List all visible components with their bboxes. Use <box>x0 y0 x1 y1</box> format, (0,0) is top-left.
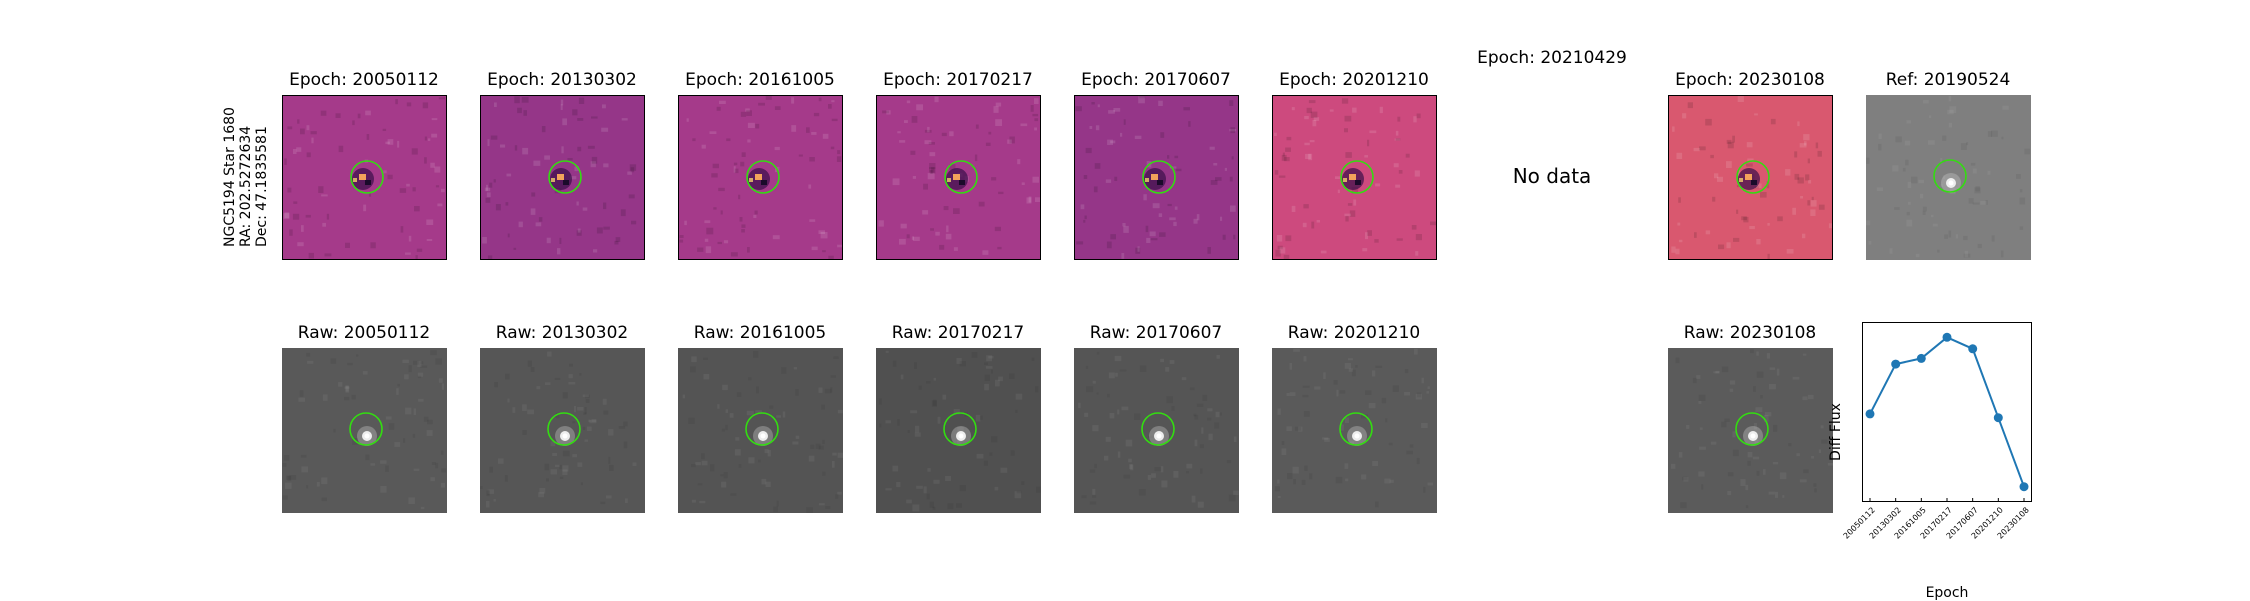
raw-title-5: Raw: 20201210 <box>1287 323 1421 343</box>
data-point <box>2019 482 2029 492</box>
raw-image-0 <box>282 348 447 513</box>
data-point <box>1891 359 1901 369</box>
diff-image-3 <box>876 95 1041 260</box>
diff-title-6: Epoch: 20210429 <box>1477 48 1627 68</box>
raw-title-0: Raw: 20050112 <box>297 323 431 343</box>
raw-image-6 <box>1668 348 1833 513</box>
diff-image-2 <box>678 95 843 260</box>
diff-image-5 <box>1272 95 1437 260</box>
raw-image-3 <box>876 348 1041 513</box>
raw-image-5 <box>1272 348 1437 513</box>
diff-image-0 <box>282 95 447 260</box>
ra-label: RA: 202.5272634 <box>238 125 254 247</box>
dec-label: Dec: 47.1835581 <box>254 126 270 247</box>
diff-title-3: Epoch: 20170217 <box>883 70 1033 90</box>
data-point <box>1916 353 1926 363</box>
chart-xlabel: Epoch <box>1925 585 1969 601</box>
data-point <box>1993 413 2003 423</box>
chart-frame <box>1862 322 2032 502</box>
diff-title-4: Epoch: 20170607 <box>1081 70 1231 90</box>
raw-image-2 <box>678 348 843 513</box>
diff-title-5: Epoch: 20201210 <box>1279 70 1429 90</box>
no-data-text: No data <box>1512 164 1592 188</box>
diff-image-7 <box>1668 95 1833 260</box>
raw-title-3: Raw: 20170217 <box>891 323 1025 343</box>
diff-title-0: Epoch: 20050112 <box>289 70 439 90</box>
raw-title-2: Raw: 20161005 <box>693 323 827 343</box>
raw-image-4 <box>1074 348 1239 513</box>
raw-image-1 <box>480 348 645 513</box>
raw-title-4: Raw: 20170607 <box>1089 323 1223 343</box>
raw-title-1: Raw: 20130302 <box>495 323 629 343</box>
star-info: NGC5194 Star 1680 RA: 202.5272634 Dec: 4… <box>222 107 282 247</box>
ref-image <box>1866 95 2031 260</box>
raw-title-6: Raw: 20230108 <box>1683 323 1817 343</box>
diff-image-4 <box>1074 95 1239 260</box>
data-point <box>1942 332 1952 342</box>
series-line <box>1869 336 2025 488</box>
light-curve-chart <box>1862 322 2032 502</box>
diff-title-7: Epoch: 20230108 <box>1675 70 1825 90</box>
data-point <box>1968 344 1978 354</box>
chart-ylabel: Diff Flux <box>1828 403 1844 461</box>
data-point <box>1865 409 1875 419</box>
ref-title: Ref: 20190524 <box>1885 70 2011 90</box>
star-name-label: NGC5194 Star 1680 <box>222 107 238 247</box>
diff-title-2: Epoch: 20161005 <box>685 70 835 90</box>
diff-image-1 <box>480 95 645 260</box>
diff-title-1: Epoch: 20130302 <box>487 70 637 90</box>
